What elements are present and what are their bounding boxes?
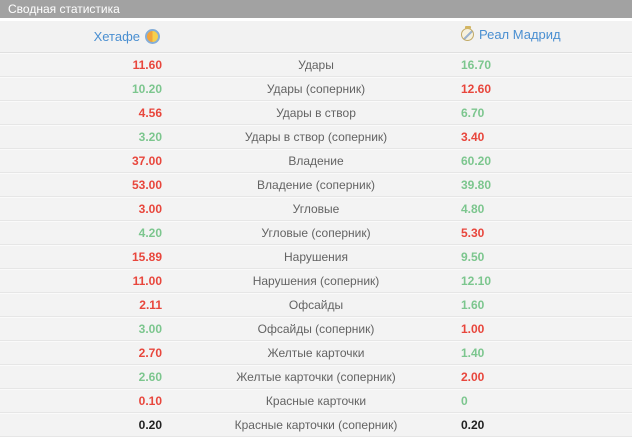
stat-label: Желтые карточки (соперник) xyxy=(236,369,396,384)
home-value: 4.20 xyxy=(138,225,162,240)
home-team-cell: Хетафе xyxy=(0,28,172,46)
home-value: 3.00 xyxy=(138,321,162,336)
stat-row: 2.70 Желтые карточки 1.40 xyxy=(0,341,632,365)
stat-row: 3.00 Угловые 4.80 xyxy=(0,197,632,221)
away-value: 1.40 xyxy=(461,345,485,360)
away-value: 12.60 xyxy=(461,81,492,96)
stat-label: Удары xyxy=(298,57,334,72)
away-value: 1.60 xyxy=(461,297,485,312)
away-value: 16.70 xyxy=(461,57,492,72)
home-value: 0.20 xyxy=(138,417,162,432)
away-value: 9.50 xyxy=(461,249,485,264)
home-value: 37.00 xyxy=(131,153,162,168)
panel-title-bar: Сводная статистика xyxy=(0,0,632,18)
stat-row: 4.56 Удары в створ 6.70 xyxy=(0,101,632,125)
home-value: 53.00 xyxy=(131,177,162,192)
home-value: 2.60 xyxy=(138,369,162,384)
stat-label: Офсайды xyxy=(288,297,344,312)
away-value: 5.30 xyxy=(461,225,485,240)
home-value: 4.56 xyxy=(138,105,162,120)
stat-label: Удары в створ (соперник) xyxy=(244,129,388,144)
stat-label: Красные карточки (соперник) xyxy=(234,417,398,432)
stat-label: Владение (соперник) xyxy=(257,177,375,192)
home-value: 3.20 xyxy=(138,129,162,144)
stat-label: Удары (соперник) xyxy=(266,81,366,96)
away-team-link[interactable]: Реал Мадрид xyxy=(461,26,561,42)
stat-row: 2.60 Желтые карточки (соперник) 2.00 xyxy=(0,365,632,389)
real-madrid-crest-icon xyxy=(461,26,474,41)
away-value: 1.00 xyxy=(461,321,485,336)
stat-row: 11.00 Нарушения (соперник) 12.10 xyxy=(0,269,632,293)
stat-row: 4.20 Угловые (соперник) 5.30 xyxy=(0,221,632,245)
stat-row: 37.00 Владение 60.20 xyxy=(0,149,632,173)
stat-label: Нарушения xyxy=(283,249,348,264)
stat-label: Желтые карточки xyxy=(267,345,365,360)
stat-row: 3.00 Офсайды (соперник) 1.00 xyxy=(0,317,632,341)
away-value: 6.70 xyxy=(461,105,485,120)
stat-row: 15.89 Нарушения 9.50 xyxy=(0,245,632,269)
teams-header-row: Хетафе Реал Мадрид xyxy=(0,21,632,53)
away-value: 0.20 xyxy=(461,417,485,432)
stat-label: Удары в створ xyxy=(276,105,356,120)
stat-label: Офсайды (соперник) xyxy=(257,321,375,336)
stats-table: 11.60 Удары 16.70 10.20 Удары (соперник) 12.6… xyxy=(0,53,632,437)
home-value: 10.20 xyxy=(131,81,162,96)
home-value: 2.11 xyxy=(139,297,162,312)
home-value: 2.70 xyxy=(138,345,162,360)
away-value: 3.40 xyxy=(461,129,485,144)
stat-row: 11.60 Удары 16.70 xyxy=(0,53,632,77)
panel-title: Сводная статистика xyxy=(8,2,120,16)
away-value: 39.80 xyxy=(461,177,492,192)
away-team-name: Реал Мадрид xyxy=(479,27,561,42)
stat-row: 3.20 Удары в створ (соперник) 3.40 xyxy=(0,125,632,149)
stat-row: 0.20 Красные карточки (соперник) 0.20 xyxy=(0,413,632,437)
stat-label: Угловые xyxy=(292,201,340,216)
stat-label: Нарушения (соперник) xyxy=(252,273,380,288)
stat-row: 53.00 Владение (соперник) 39.80 xyxy=(0,173,632,197)
away-value: 12.10 xyxy=(461,273,492,288)
stat-row: 0.10 Красные карточки 0 xyxy=(0,389,632,413)
home-team-link[interactable]: Хетафе xyxy=(93,28,162,44)
home-value: 0.10 xyxy=(138,393,162,408)
getafe-crest-icon xyxy=(145,28,160,44)
stat-row: 10.20 Удары (соперник) 12.60 xyxy=(0,77,632,101)
home-value: 11.00 xyxy=(132,273,162,288)
stat-label: Красные карточки xyxy=(265,393,367,408)
away-value: 2.00 xyxy=(461,369,485,384)
away-value: 4.80 xyxy=(461,201,485,216)
stat-row: 2.11 Офсайды 1.60 xyxy=(0,293,632,317)
away-value: 60.20 xyxy=(461,153,492,168)
away-value: 0 xyxy=(461,393,468,408)
home-value: 3.00 xyxy=(138,201,162,216)
stat-label: Угловые (соперник) xyxy=(261,225,371,240)
stat-label: Владение xyxy=(288,153,344,168)
home-team-name: Хетафе xyxy=(93,28,140,44)
home-value: 15.89 xyxy=(131,249,162,264)
home-value: 11.60 xyxy=(132,57,162,72)
away-team-cell: Реал Мадрид xyxy=(460,26,632,46)
